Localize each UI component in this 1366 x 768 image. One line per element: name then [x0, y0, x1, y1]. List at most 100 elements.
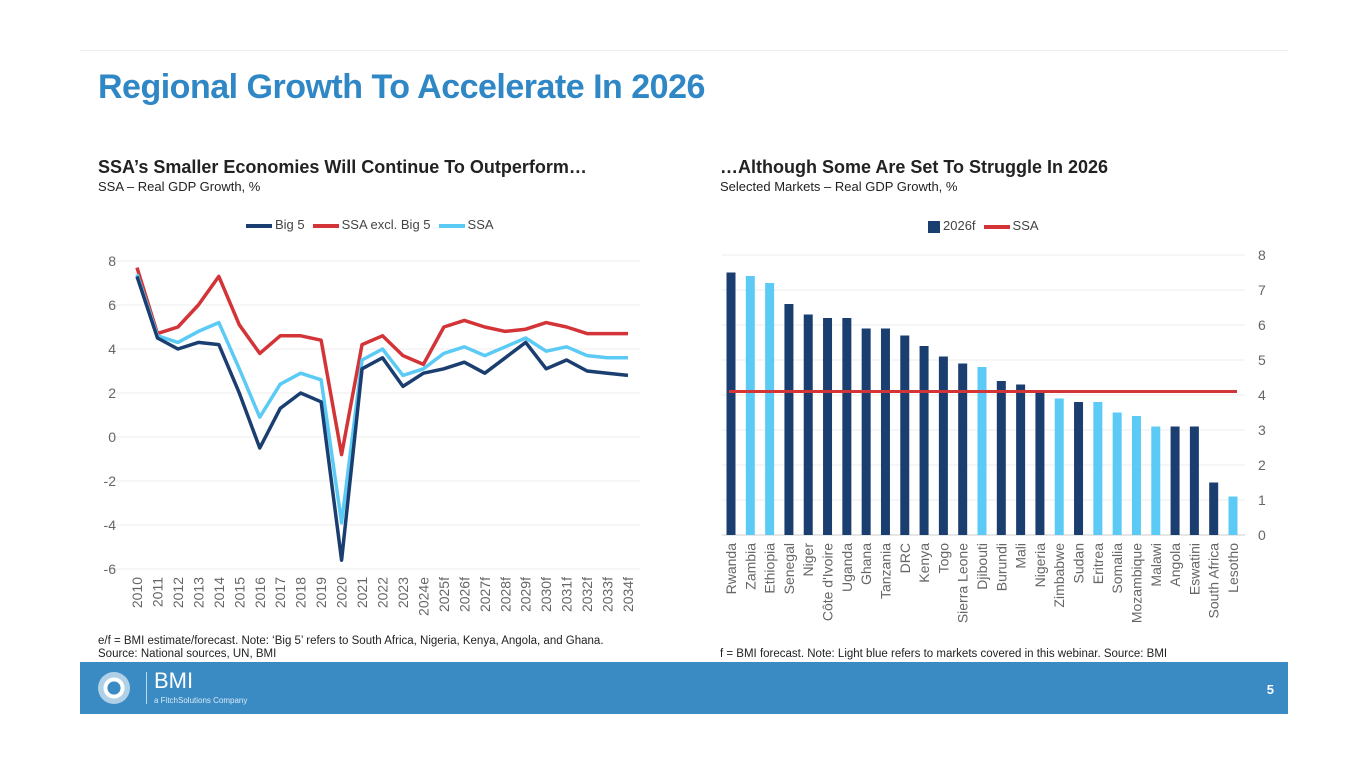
x-tick-label: Rwanda: [723, 543, 739, 595]
footer-bar: BMI a FitchSolutions Company 5: [80, 662, 1288, 714]
legend-item-2026f: 2026f: [928, 218, 976, 233]
x-tick-label: Sierra Leone: [955, 543, 971, 623]
logo-divider: [146, 672, 147, 704]
bar-Tanzania: [880, 328, 890, 535]
bar-Kenya: [919, 346, 929, 535]
x-tick-label: Mali: [1013, 543, 1029, 569]
bar-Ethiopia: [765, 283, 775, 535]
x-tick-label: Tanzania: [877, 543, 893, 599]
left-note-text: e/f = BMI estimate/forecast. Note: ‘Big …: [98, 635, 604, 647]
x-tick-label: South Africa: [1206, 543, 1222, 619]
page-number: 5: [1266, 682, 1274, 697]
x-tick-label: 2016: [252, 577, 268, 608]
x-tick-label: 2029f: [518, 577, 534, 612]
legend-item-ssa: SSA: [438, 217, 494, 232]
x-tick-label: Djibouti: [974, 543, 990, 590]
y-tick-label: 0: [1258, 527, 1266, 543]
x-tick-label: 2028f: [497, 577, 513, 612]
x-tick-label: Burundi: [993, 543, 1009, 591]
bar-Sierra Leone: [958, 363, 968, 535]
bmi-logo-icon: [98, 672, 130, 704]
right-chart-subtitle: Selected Markets – Real GDP Growth, %: [720, 179, 958, 194]
x-tick-label: Zambia: [742, 543, 758, 590]
logo-text: BMI: [154, 668, 194, 693]
slide-title: Regional Growth To Accelerate In 2026: [98, 68, 705, 106]
bar-Sudan: [1074, 402, 1084, 535]
bar-Eswatini: [1189, 426, 1199, 535]
bar-Côte d'Ivoire: [823, 318, 833, 535]
bar-Togo: [938, 356, 948, 535]
y-tick-label: 8: [108, 253, 116, 269]
bar-Lesotho: [1228, 496, 1238, 535]
left-legend: Big 5 SSA excl. Big 5 SSA: [246, 217, 494, 232]
legend-item-ssa: SSA: [983, 218, 1039, 233]
y-tick-label: 1: [1258, 492, 1266, 508]
bar-Mozambique: [1131, 416, 1141, 535]
x-tick-label: Uganda: [839, 543, 855, 592]
x-tick-label: 2032f: [579, 577, 595, 612]
right-legend: 2026f SSA: [928, 218, 1039, 233]
x-tick-label: 2012: [170, 577, 186, 608]
right-note: f = BMI forecast. Note: Light blue refer…: [720, 648, 1168, 660]
right-chart-title: …Although Some Are Set To Struggle In 20…: [720, 157, 1109, 177]
x-tick-label: 2015: [231, 577, 247, 608]
bar-Burundi: [996, 381, 1006, 535]
x-tick-label: Sudan: [1071, 543, 1087, 583]
left-chart-subtitle: SSA – Real GDP Growth, %: [98, 179, 261, 194]
x-tick-label: 2024e: [415, 577, 431, 616]
x-tick-label: Eswatini: [1186, 543, 1202, 595]
x-tick-label: 2034f: [620, 577, 636, 612]
x-tick-label: 2010: [129, 577, 145, 608]
x-tick-label: 2023: [395, 577, 411, 608]
x-tick-label: 2025f: [436, 577, 452, 612]
bar-Rwanda: [726, 272, 736, 535]
x-tick-label: Lesotho: [1225, 543, 1241, 593]
y-tick-label: -6: [104, 561, 117, 577]
y-tick-label: 4: [108, 341, 116, 357]
x-tick-label: 2030f: [538, 577, 554, 612]
y-tick-label: 8: [1258, 247, 1266, 263]
y-tick-label: 2: [1258, 457, 1266, 473]
x-tick-label: 2014: [211, 577, 227, 608]
x-tick-label: Ethiopia: [762, 543, 778, 594]
x-tick-label: Zimbabwe: [1051, 543, 1067, 608]
y-tick-label: 7: [1258, 282, 1266, 298]
left-source-text: Source: National sources, UN, BMI: [98, 648, 277, 660]
bar-Nigeria: [1035, 391, 1045, 535]
bar-Malawi: [1151, 426, 1161, 535]
y-tick-label: 4: [1258, 387, 1266, 403]
x-tick-label: 2013: [190, 577, 206, 608]
x-tick-label: Togo: [935, 543, 951, 574]
x-tick-label: 2017: [272, 577, 288, 608]
x-tick-label: Somalia: [1109, 543, 1125, 594]
y-tick-label: -4: [104, 517, 117, 533]
y-tick-label: 6: [108, 297, 116, 313]
bar-Angola: [1170, 426, 1180, 535]
x-tick-label: Eritrea: [1090, 543, 1106, 584]
x-tick-label: DRC: [897, 543, 913, 573]
x-tick-label: Niger: [800, 543, 816, 577]
x-tick-label: 2020: [334, 577, 350, 608]
x-tick-label: Angola: [1167, 543, 1183, 587]
logo-tagline: a FitchSolutions Company: [154, 696, 248, 705]
series-line-big-5: [135, 275, 629, 562]
y-tick-label: 2: [108, 385, 116, 401]
x-tick-label: Mozambique: [1128, 543, 1144, 623]
x-tick-label: 2027f: [477, 577, 493, 612]
x-tick-label: Nigeria: [1032, 543, 1048, 588]
x-tick-label: Kenya: [916, 543, 932, 583]
x-tick-label: 2011: [149, 577, 165, 607]
y-tick-label: 0: [108, 429, 116, 445]
bar-Somalia: [1112, 412, 1122, 535]
bar-Djibouti: [977, 367, 987, 535]
bar-Uganda: [842, 318, 852, 535]
left-chart-title: SSA’s Smaller Economies Will Continue To…: [98, 157, 587, 177]
bar-Ghana: [861, 328, 871, 535]
x-tick-label: Malawi: [1148, 543, 1164, 587]
x-tick-label: 2033f: [600, 577, 616, 612]
bar-Zambia: [745, 276, 755, 535]
bar-Mali: [1016, 384, 1026, 535]
y-tick-label: 3: [1258, 422, 1266, 438]
x-tick-label: 2018: [293, 577, 309, 608]
